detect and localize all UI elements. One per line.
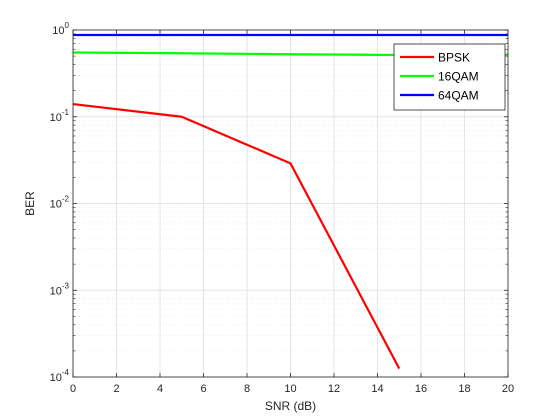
- y-tick-label: 10-1: [50, 108, 70, 124]
- y-axis-label: BER: [23, 191, 37, 216]
- x-tick-label: 14: [371, 383, 383, 395]
- legend-label-bpsk: BPSK: [438, 51, 470, 65]
- x-tick-label: 10: [284, 383, 296, 395]
- x-tick-label: 16: [415, 383, 427, 395]
- x-tick-label: 4: [157, 383, 163, 395]
- x-tick-label: 6: [200, 383, 206, 395]
- x-tick-label: 20: [502, 383, 514, 395]
- x-tick-label: 18: [458, 383, 470, 395]
- y-tick-label: 10-2: [50, 195, 70, 211]
- ticks: 0 2 4 6 8 10 12 14 16 18 20 100 10-1 10-2 10-3 10-4: [50, 21, 515, 395]
- x-tick-label: 8: [244, 383, 250, 395]
- y-tick-label: 100: [52, 21, 69, 37]
- x-tick-label: 12: [328, 383, 340, 395]
- legend-label-16qam: 16QAM: [438, 70, 479, 84]
- legend: BPSK 16QAM 64QAM: [393, 43, 506, 111]
- legend-label-64qam: 64QAM: [438, 89, 479, 103]
- x-axis-label: SNR (dB): [265, 399, 316, 413]
- y-tick-label: 10-3: [50, 281, 70, 297]
- x-tick-label: 0: [70, 383, 76, 395]
- grid: [72, 29, 509, 378]
- y-tick-label: 10-4: [50, 368, 70, 384]
- x-tick-label: 2: [113, 383, 119, 395]
- series-line-bpsk: [72, 102, 401, 370]
